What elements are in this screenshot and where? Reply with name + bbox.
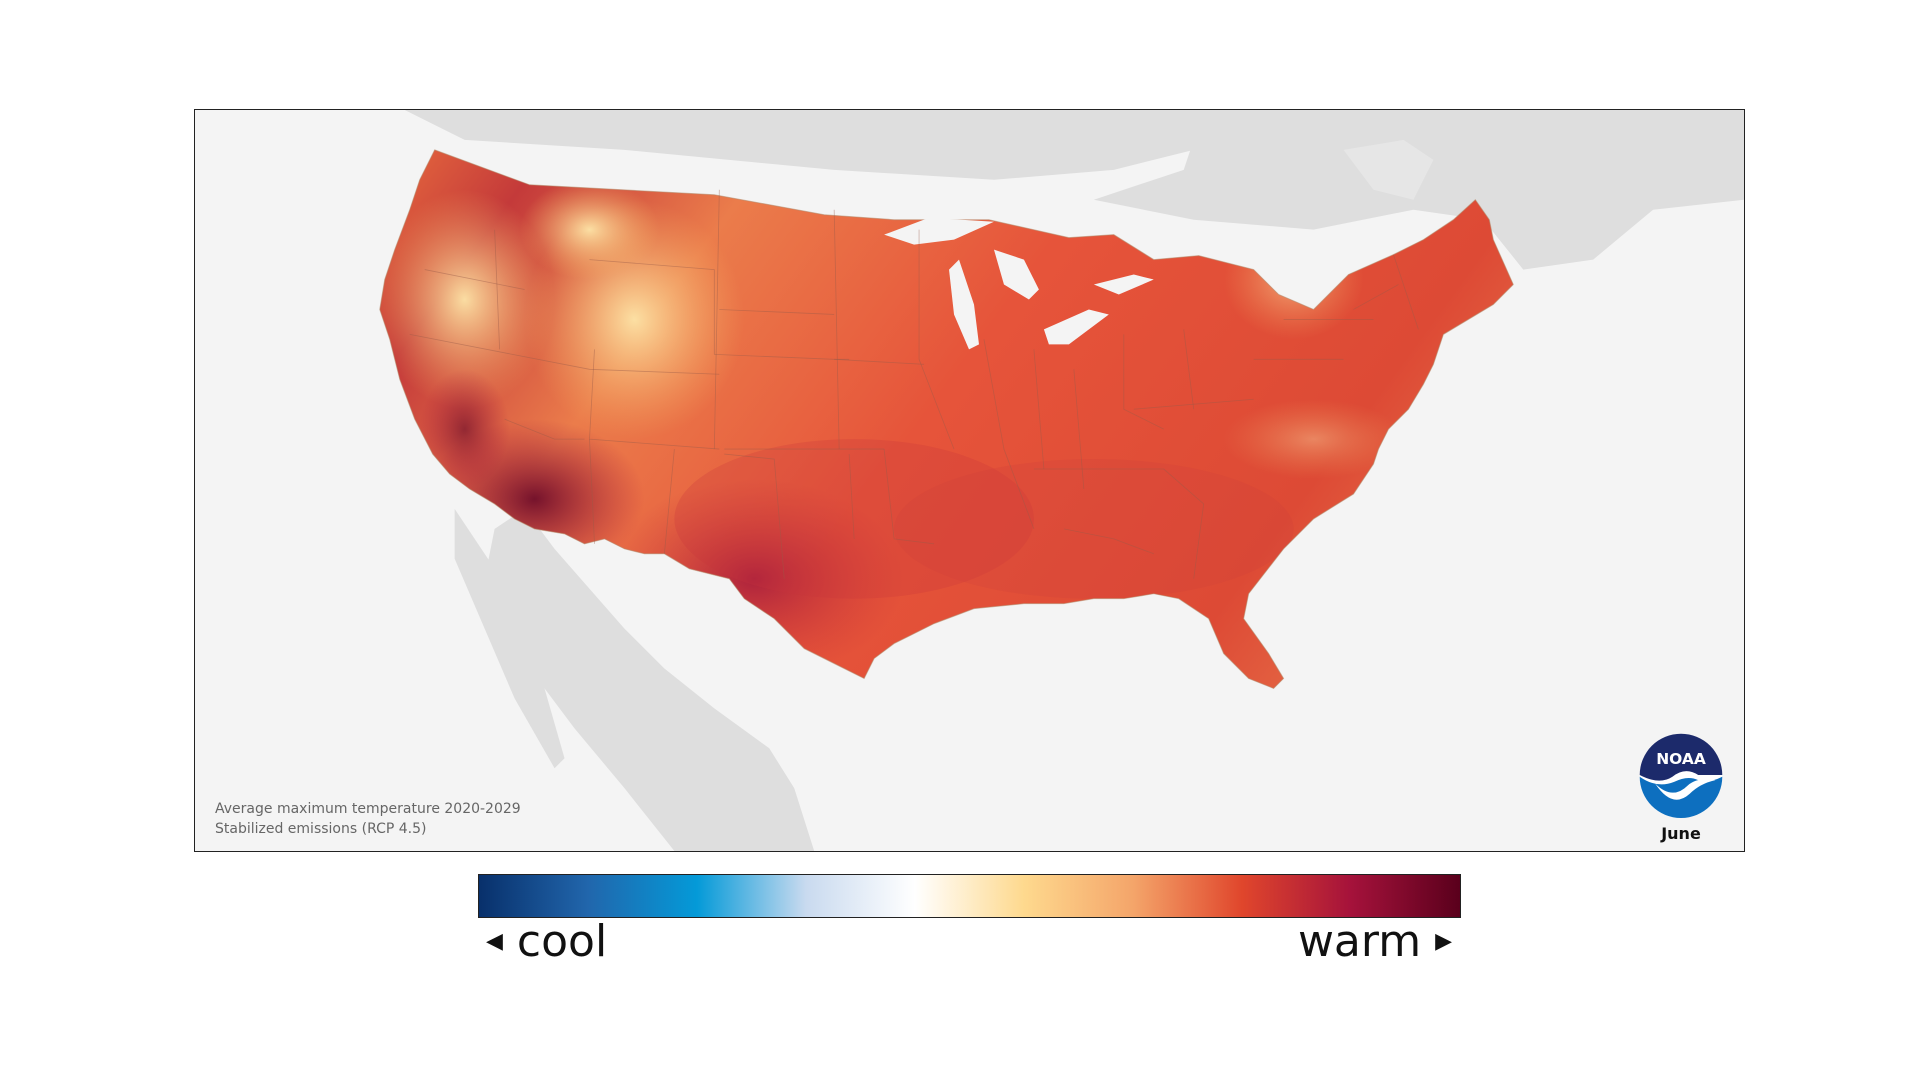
triangle-left-icon: ◀ bbox=[486, 929, 503, 954]
map-caption: Average maximum temperature 2020-2029 St… bbox=[215, 799, 521, 839]
triangle-right-icon: ▶ bbox=[1435, 929, 1452, 954]
map-frame: Average maximum temperature 2020-2029 St… bbox=[194, 109, 1745, 852]
month-label: June bbox=[1661, 824, 1701, 843]
neighbor-land bbox=[404, 110, 1744, 851]
great-lakes bbox=[884, 217, 1154, 350]
caption-title: Average maximum temperature 2020-2029 bbox=[215, 801, 521, 817]
noaa-logo-icon: NOAA bbox=[1639, 733, 1723, 818]
legend-cool: ◀ cool bbox=[486, 916, 607, 967]
legend-warm-label: warm bbox=[1297, 916, 1422, 967]
legend-warm: warm ▶ bbox=[1298, 916, 1452, 967]
caption-subtitle: Stabilized emissions (RCP 4.5) bbox=[215, 821, 427, 837]
map-svg bbox=[379, 110, 1744, 851]
logo-block: NOAA June bbox=[1636, 732, 1726, 843]
legend-cool-label: cool bbox=[516, 916, 608, 967]
state-boundaries bbox=[409, 189, 1419, 579]
noaa-logo-text: NOAA bbox=[1656, 750, 1706, 768]
color-scale-bar bbox=[478, 874, 1461, 918]
